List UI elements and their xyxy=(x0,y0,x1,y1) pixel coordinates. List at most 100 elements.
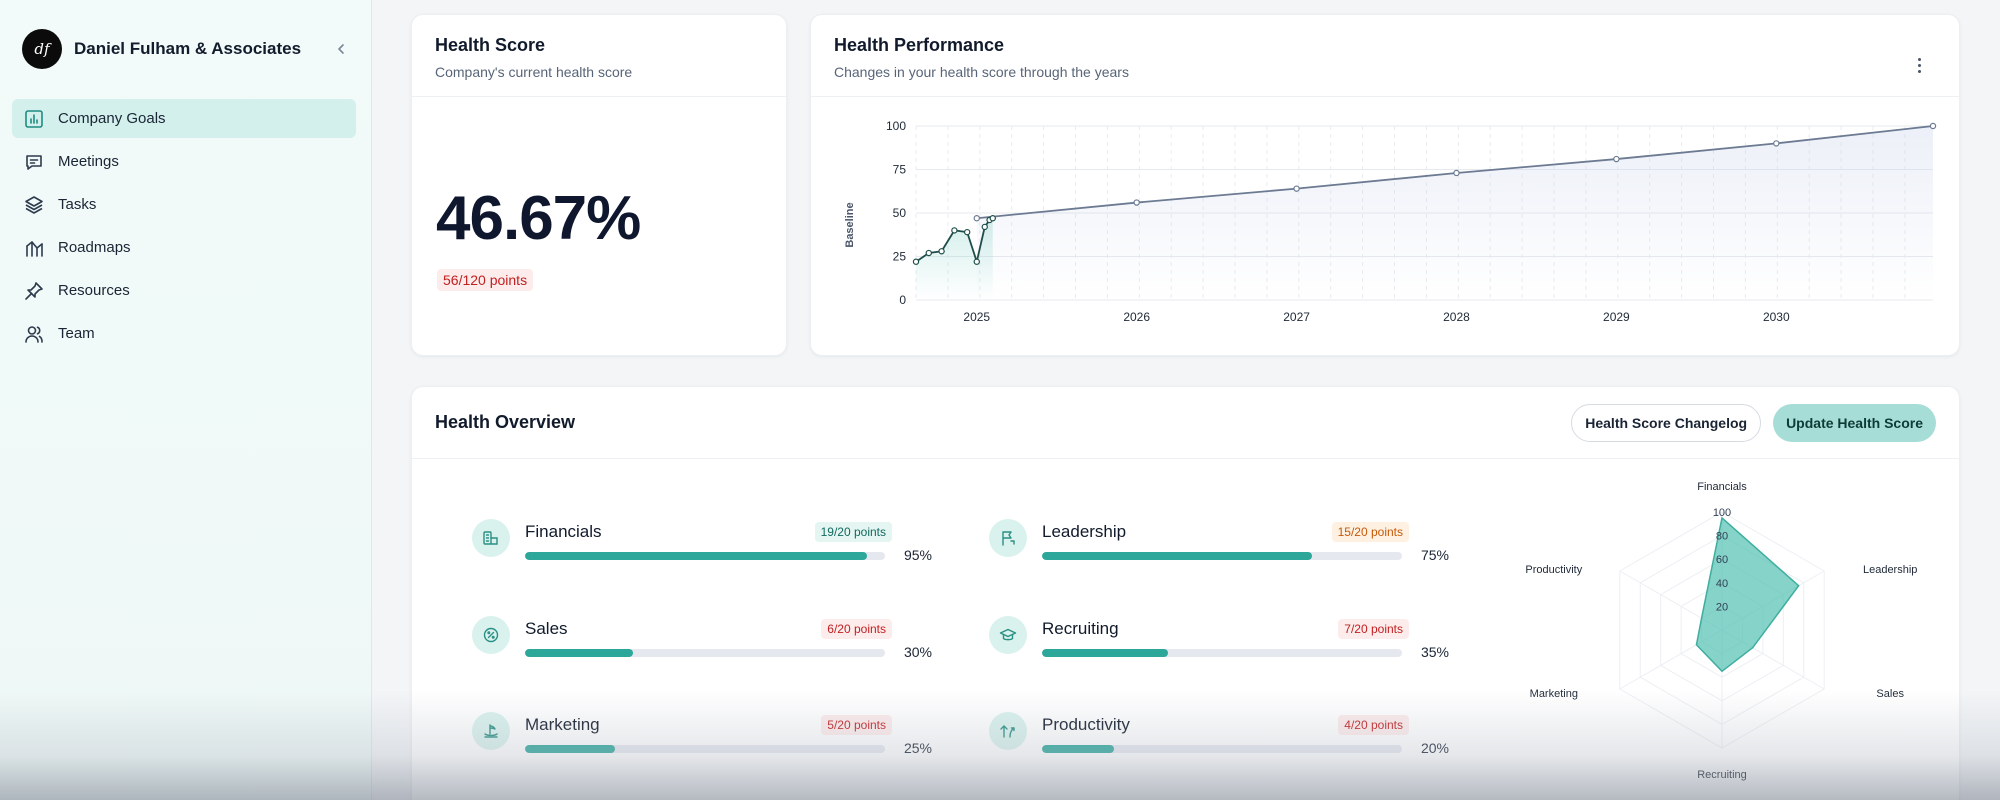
y-tick-label: 0 xyxy=(899,293,906,307)
progress-fill xyxy=(1042,649,1168,657)
layers-icon xyxy=(23,194,45,216)
sidebar-item-roadmaps[interactable]: Roadmaps xyxy=(12,228,356,267)
y-tick-label: 25 xyxy=(893,250,907,264)
health-score-card: Health Score Company's current health sc… xyxy=(411,14,787,356)
metric-points-badge: 19/20 points xyxy=(814,522,892,542)
metric-name: Financials xyxy=(525,522,602,541)
chevron-left-icon xyxy=(338,44,344,54)
sidebar-item-label: Tasks xyxy=(58,196,97,213)
radar-category-label: Productivity xyxy=(1525,564,1582,576)
card-title: Health Performance xyxy=(834,35,1005,55)
health-score-changelog-button[interactable]: Health Score Changelog xyxy=(1571,403,1762,442)
radar-category-label: Financials xyxy=(1697,481,1747,493)
radar-category-label: Leadership xyxy=(1863,564,1917,576)
radar-tick-label: 60 xyxy=(1716,554,1728,566)
health-score-points-badge: 56/120 points xyxy=(437,269,534,291)
radar-series xyxy=(1695,516,1800,673)
x-tick-label: 2028 xyxy=(1443,310,1470,324)
sidebar: df Daniel Fulham & Associates Company Go… xyxy=(0,0,372,800)
y-tick-label: 50 xyxy=(893,206,907,220)
sidebar-item-tasks[interactable]: Tasks xyxy=(12,185,356,224)
collapse-sidebar-button[interactable] xyxy=(330,38,352,60)
radar-tick-label: 20 xyxy=(1716,601,1728,613)
card-title: Health Score xyxy=(435,35,546,55)
data-point xyxy=(912,258,920,265)
users-icon xyxy=(23,323,45,345)
sidebar-item-label: Roadmaps xyxy=(58,239,131,256)
card-header: Health Score Company's current health sc… xyxy=(412,15,786,97)
radar-category-label: Recruiting xyxy=(1697,769,1747,781)
metric-name: Sales xyxy=(525,619,568,638)
pin-icon xyxy=(23,280,45,302)
series-area xyxy=(916,218,993,300)
metric-points-badge: 6/20 points xyxy=(821,619,892,639)
progress-track xyxy=(1042,552,1402,560)
radar-category-label: Marketing xyxy=(1530,688,1578,700)
sidebar-item-resources[interactable]: Resources xyxy=(12,271,356,310)
more-options-button[interactable] xyxy=(1909,55,1929,75)
metric-percent: 75% xyxy=(1420,547,1449,563)
card-subtitle: Company's current health score xyxy=(435,64,633,80)
data-point xyxy=(1613,155,1620,163)
dot xyxy=(1917,63,1921,67)
update-health-score-button[interactable]: Update Health Score xyxy=(1773,403,1936,442)
data-point xyxy=(1133,199,1140,206)
metric-percent: 30% xyxy=(903,644,932,660)
radar-tick-label: 40 xyxy=(1716,578,1728,590)
x-tick-label: 2030 xyxy=(1763,310,1790,324)
radar-tick-label: 80 xyxy=(1716,531,1728,543)
progress-fill xyxy=(1042,552,1312,560)
series-area xyxy=(976,126,1933,300)
data-point xyxy=(1773,140,1780,147)
data-point xyxy=(973,215,980,222)
data-point xyxy=(951,227,958,234)
brand: df Daniel Fulham & Associates xyxy=(22,28,352,70)
sidebar-nav: Company Goals Meetings Tasks Roadmaps Re… xyxy=(12,99,356,357)
card-subtitle: Changes in your health score through the… xyxy=(834,64,1129,80)
badge-percent-icon xyxy=(472,616,510,654)
health-performance-chart: 0 25 50 75 100 2025 2026 2027 2028 2029 2030 Baseli… xyxy=(844,119,1937,324)
radar-category-label: Sales xyxy=(1876,688,1904,700)
x-tick-label: 2025 xyxy=(963,310,990,324)
health-overview-card: Health Overview Health Score Changelog U… xyxy=(411,386,1960,800)
card-title: Health Overview xyxy=(435,412,576,432)
x-tick-label: 2026 xyxy=(1123,310,1150,324)
sidebar-item-label: Meetings xyxy=(58,153,119,170)
progress-fill xyxy=(525,552,867,560)
metric-percent: 35% xyxy=(1420,644,1449,660)
metric-recruiting: Recruiting 7/20 points 35% xyxy=(989,616,1449,676)
metric-percent: 95% xyxy=(903,547,932,563)
company-logo: df xyxy=(22,29,62,69)
sidebar-item-team[interactable]: Team xyxy=(12,314,356,353)
sidebar-item-label: Company Goals xyxy=(58,110,166,127)
sidebar-item-label: Resources xyxy=(58,282,130,299)
data-point xyxy=(1293,185,1300,192)
bar-chart-icon xyxy=(23,108,45,130)
metric-points-badge: 15/20 points xyxy=(1331,522,1409,542)
card-header: Health Performance Changes in your healt… xyxy=(811,15,1959,97)
health-score-value: 46.67% xyxy=(436,184,641,253)
health-overview-radar-chart: 20 40 60 80 100 Financials Leadership Sales Recr… xyxy=(1525,481,1917,781)
sidebar-item-meetings[interactable]: Meetings xyxy=(12,142,356,181)
message-square-icon xyxy=(23,151,45,173)
sidebar-item-company-goals[interactable]: Company Goals xyxy=(12,99,356,138)
dot xyxy=(1917,69,1921,73)
metric-financials: Financials 19/20 points 95% xyxy=(472,519,932,579)
card-header: Health Overview Health Score Changelog U… xyxy=(412,387,1959,459)
data-point xyxy=(973,258,980,265)
data-point xyxy=(938,248,945,255)
coins-icon xyxy=(472,519,510,557)
progress-track xyxy=(1042,649,1402,657)
sidebar-item-label: Team xyxy=(58,325,95,342)
x-tick-label: 2029 xyxy=(1603,310,1630,324)
health-performance-card: Health Performance Changes in your healt… xyxy=(810,14,1960,356)
metric-leadership: Leadership 15/20 points 75% xyxy=(989,519,1449,579)
metric-name: Recruiting xyxy=(1042,619,1119,638)
y-axis-label: Baseline xyxy=(844,202,856,247)
dot xyxy=(1917,57,1921,61)
progress-track xyxy=(525,552,885,560)
data-point xyxy=(1453,169,1460,177)
data-point xyxy=(925,249,932,257)
graduation-cap-icon xyxy=(989,616,1027,654)
y-tick-label: 75 xyxy=(893,163,907,177)
